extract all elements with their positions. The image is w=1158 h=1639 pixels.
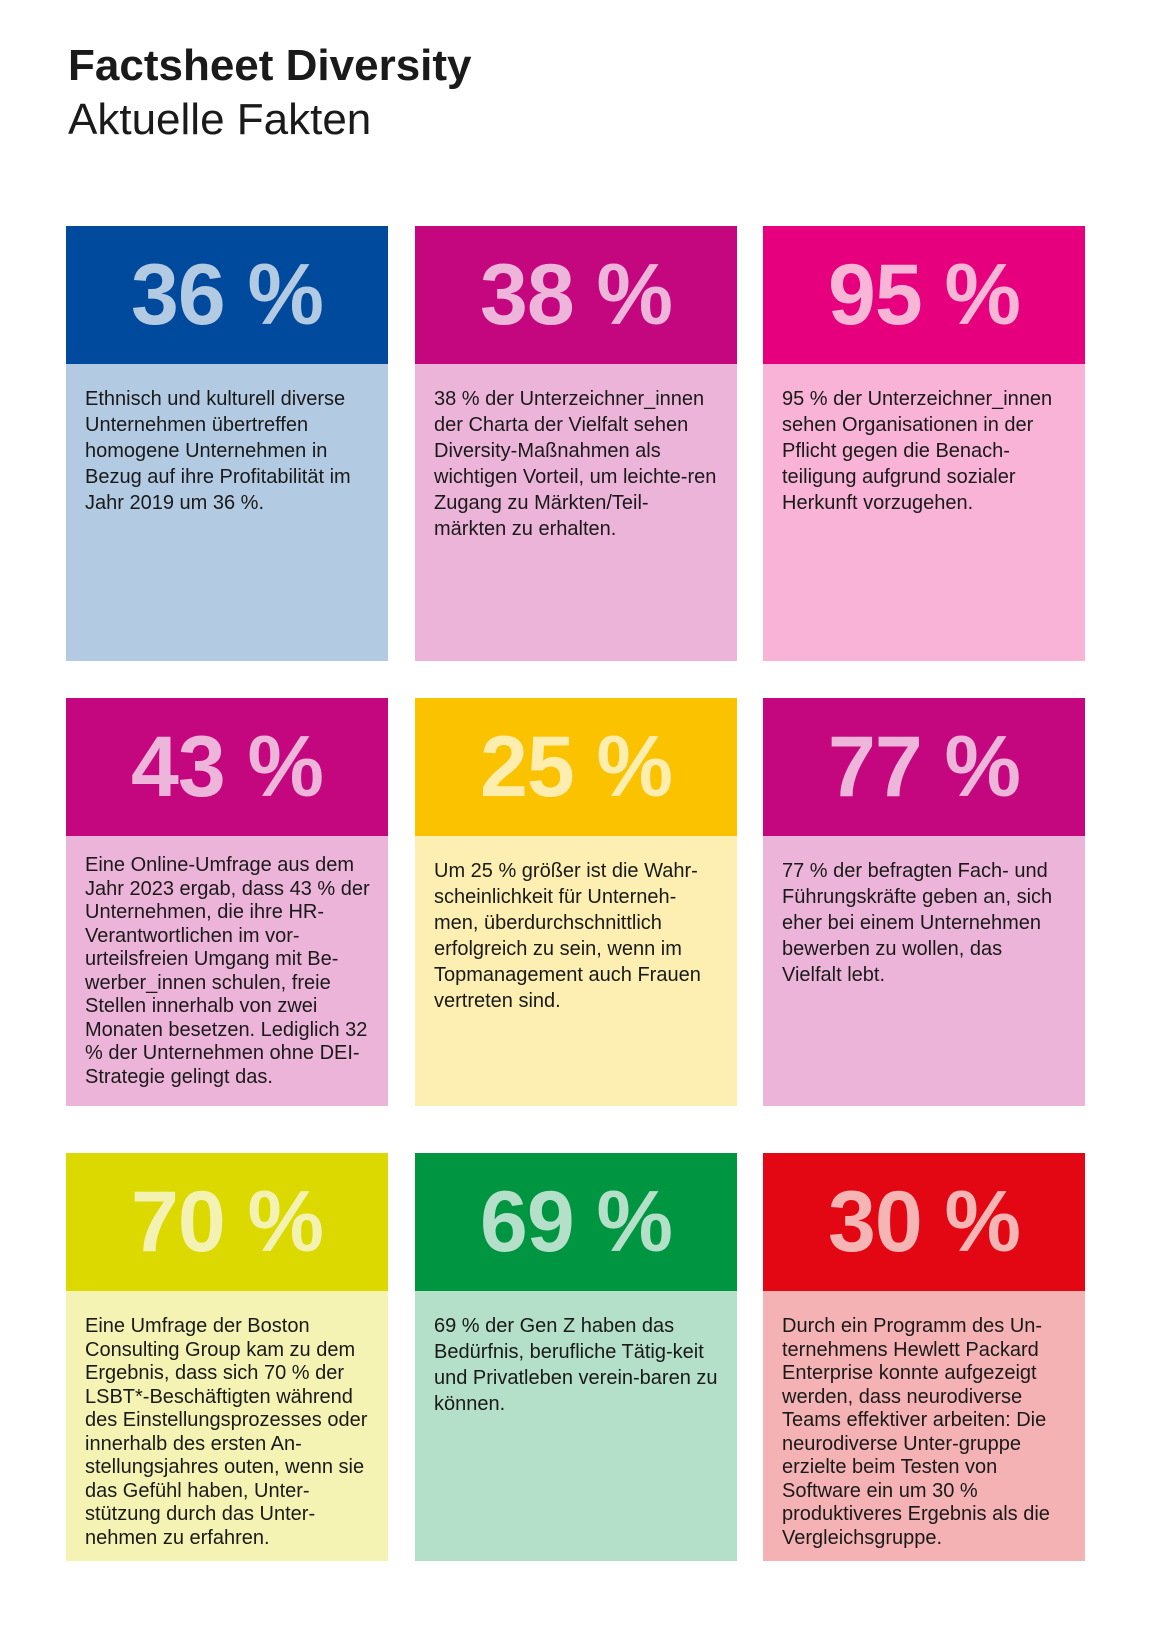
fact-description: Eine Umfrage der Boston Consulting Group… bbox=[66, 1291, 388, 1561]
page-subtitle: Aktuelle Fakten bbox=[68, 95, 372, 144]
fact-description: 69 % der Gen Z haben das Bedürfnis, beru… bbox=[415, 1291, 737, 1561]
fact-percentage: 43 % bbox=[130, 718, 324, 815]
fact-card-header: 70 % bbox=[66, 1153, 388, 1291]
fact-card-header: 30 % bbox=[763, 1153, 1085, 1291]
fact-description: 77 % der befragten Fach- und Führungskrä… bbox=[763, 836, 1085, 1106]
fact-card-77: 77 % 77 % der befragten Fach- und Führun… bbox=[763, 698, 1085, 1106]
fact-card-header: 43 % bbox=[66, 698, 388, 836]
fact-card-25: 25 % Um 25 % größer ist die Wahr-scheinl… bbox=[415, 698, 737, 1106]
fact-card-header: 38 % bbox=[415, 226, 737, 364]
fact-percentage: 70 % bbox=[130, 1173, 324, 1270]
fact-description: Durch ein Programm des Un-ternehmens Hew… bbox=[763, 1291, 1085, 1561]
fact-description: 38 % der Unterzeichner_innen der Charta … bbox=[415, 364, 737, 661]
fact-percentage: 30 % bbox=[827, 1173, 1021, 1270]
fact-percentage: 77 % bbox=[827, 718, 1021, 815]
fact-card-38: 38 % 38 % der Unterzeichner_innen der Ch… bbox=[415, 226, 737, 661]
fact-percentage: 25 % bbox=[479, 718, 673, 815]
fact-percentage: 69 % bbox=[479, 1173, 673, 1270]
fact-description: Um 25 % größer ist die Wahr-scheinlichke… bbox=[415, 836, 737, 1106]
fact-description: 95 % der Unterzeichner_innen sehen Organ… bbox=[763, 364, 1085, 661]
fact-description: Ethnisch und kulturell diverse Unternehm… bbox=[66, 364, 388, 661]
fact-percentage: 95 % bbox=[827, 246, 1021, 343]
fact-card-95: 95 % 95 % der Unterzeichner_innen sehen … bbox=[763, 226, 1085, 661]
fact-card-69: 69 % 69 % der Gen Z haben das Bedürfnis,… bbox=[415, 1153, 737, 1561]
fact-percentage: 38 % bbox=[479, 246, 673, 343]
fact-description: Eine Online-Umfrage aus dem Jahr 2023 er… bbox=[66, 836, 388, 1106]
page-title: Factsheet Diversity bbox=[68, 41, 472, 90]
fact-percentage: 36 % bbox=[130, 246, 324, 343]
fact-card-header: 36 % bbox=[66, 226, 388, 364]
fact-card-30: 30 % Durch ein Programm des Un-ternehmen… bbox=[763, 1153, 1085, 1561]
fact-card-43: 43 % Eine Online-Umfrage aus dem Jahr 20… bbox=[66, 698, 388, 1106]
fact-card-header: 25 % bbox=[415, 698, 737, 836]
fact-card-70: 70 % Eine Umfrage der Boston Consulting … bbox=[66, 1153, 388, 1561]
fact-card-header: 77 % bbox=[763, 698, 1085, 836]
fact-card-header: 95 % bbox=[763, 226, 1085, 364]
fact-card-36: 36 % Ethnisch und kulturell diverse Unte… bbox=[66, 226, 388, 661]
fact-card-header: 69 % bbox=[415, 1153, 737, 1291]
